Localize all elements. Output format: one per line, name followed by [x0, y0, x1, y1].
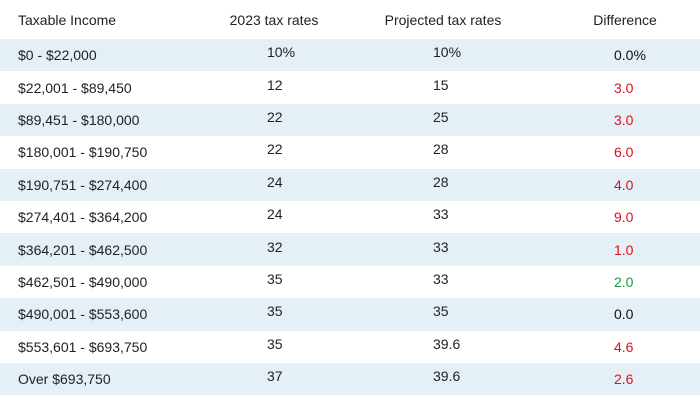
row-band — [0, 103, 700, 137]
row-band — [0, 168, 700, 201]
row-band — [0, 136, 700, 169]
table-cell: 22 — [267, 109, 283, 125]
header-cell: Taxable Income — [18, 12, 117, 28]
table-cell: 33 — [433, 271, 449, 287]
table-cell: $490,001 - $553,600 — [18, 306, 148, 323]
table-cell: 25 — [433, 109, 449, 125]
table-cell: Over $693,750 — [18, 371, 111, 388]
row-band — [0, 201, 700, 234]
table-cell: 24 — [267, 173, 283, 190]
table-cell: 33 — [433, 206, 449, 223]
table-cell: 35 — [267, 303, 283, 320]
table-cell: $0 - $22,000 — [18, 47, 97, 64]
difference-cell: 0.0 — [614, 306, 634, 323]
difference-cell: 9.0 — [614, 209, 634, 226]
table-cell: 12 — [267, 76, 283, 93]
difference-cell: 2.6 — [614, 371, 634, 388]
difference-cell: 6.0 — [614, 144, 634, 161]
table-cell: 37 — [267, 368, 283, 385]
header-cell: 2023 tax rates — [229, 12, 319, 28]
row-band — [0, 363, 700, 396]
table-cell: 10% — [433, 44, 462, 61]
table-cell: 39.6 — [433, 368, 461, 385]
table-cell: 33 — [433, 238, 449, 255]
row-band — [0, 233, 700, 266]
table-cell: $22,001 - $89,450 — [18, 79, 132, 96]
table-cell: 28 — [433, 173, 449, 190]
table-cell: $553,601 - $693,750 — [18, 338, 148, 355]
table-cell: 22 — [267, 141, 283, 158]
table-cell: 35 — [267, 271, 283, 287]
table-cell: $190,751 - $274,400 — [18, 176, 148, 193]
table-cell: 39.6 — [433, 335, 461, 352]
table-cell: 35 — [267, 335, 283, 352]
row-band — [0, 71, 700, 104]
table-cell: $462,501 - $490,000 — [18, 274, 148, 290]
table-cell: 10% — [267, 44, 296, 61]
header-cell: Projected tax rates — [384, 12, 502, 28]
difference-cell: 4.6 — [614, 338, 634, 355]
difference-cell: 0.0% — [614, 47, 646, 64]
table-cell: $89,451 - $180,000 — [18, 112, 140, 128]
row-band — [0, 265, 700, 299]
difference-cell: 1.0 — [614, 241, 634, 258]
table-cell: $364,201 - $462,500 — [18, 241, 148, 258]
difference-cell: 2.0 — [614, 274, 634, 290]
header-cell: Difference — [593, 12, 657, 28]
row-band — [0, 39, 700, 72]
table-cell: 15 — [433, 76, 449, 93]
table-cell: $274,401 - $364,200 — [18, 209, 148, 226]
table-cell: 24 — [267, 206, 283, 223]
table-cell: 32 — [267, 238, 283, 255]
table-cell: 35 — [433, 303, 449, 320]
difference-cell: 4.0 — [614, 176, 634, 193]
table-cell: $180,001 - $190,750 — [18, 144, 148, 161]
difference-cell: 3.0 — [614, 79, 634, 96]
row-band — [0, 330, 700, 363]
table-cell: 28 — [433, 141, 449, 158]
difference-cell: 3.0 — [614, 112, 634, 128]
row-band — [0, 298, 700, 331]
